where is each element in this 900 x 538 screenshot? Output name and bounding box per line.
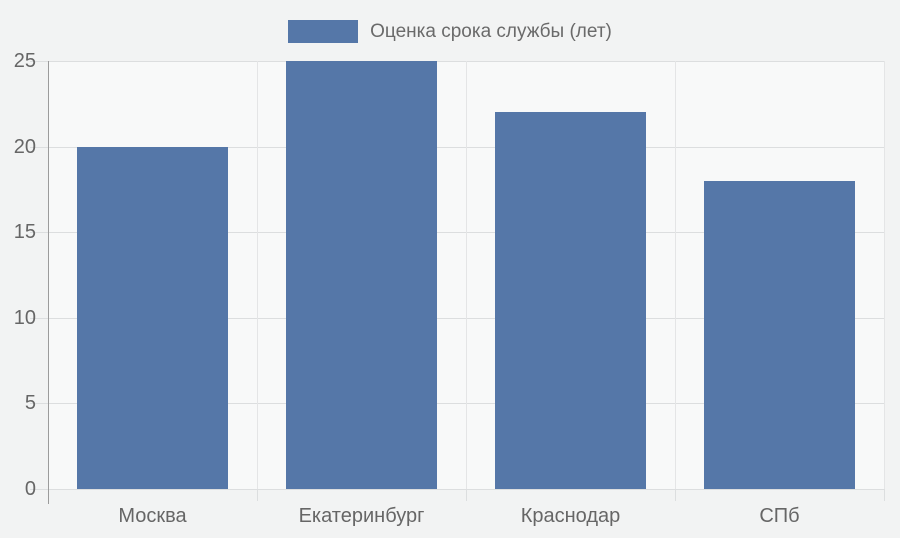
x-tick-label-2: Краснодар [520, 505, 621, 527]
bar-3 [704, 180, 855, 489]
gridline-x-3 [675, 61, 676, 489]
x-tick-4 [884, 489, 885, 501]
y-tick-label-15: 15 [13, 221, 36, 244]
y-tick-label-25: 25 [13, 50, 36, 72]
x-tick-label-3: СПб [759, 505, 800, 527]
gridline-x-1 [257, 61, 258, 489]
gridline-y-10 [30, 317, 884, 319]
y-axis-line [48, 61, 49, 504]
plot-area [30, 61, 885, 504]
bar-0 [77, 146, 228, 489]
bar-2 [495, 112, 646, 489]
gridline-y-20 [30, 146, 884, 148]
chart-legend[interactable]: Оценка срока службы (лет) [0, 20, 900, 43]
gridline-y-0 [30, 489, 884, 490]
x-tick-label-0: Москва [118, 505, 187, 527]
gridline-x-4 [884, 61, 885, 489]
y-tick-label-5: 5 [24, 392, 36, 415]
y-tick-label-0: 0 [24, 478, 36, 500]
gridline-y-25 [30, 61, 884, 62]
bar-1 [286, 61, 437, 489]
legend-swatch [288, 20, 359, 43]
x-tick-3 [675, 489, 676, 501]
gridline-y-15 [30, 232, 884, 234]
x-tick-1 [257, 489, 258, 501]
y-tick-label-20: 20 [13, 135, 36, 158]
y-tick-label-10: 10 [13, 306, 36, 329]
legend-label: Оценка срока службы (лет) [370, 20, 612, 42]
gridline-y-5 [30, 403, 884, 405]
x-tick-2 [466, 489, 467, 501]
x-tick-label-1: Екатеринбург [298, 505, 425, 527]
gridline-x-2 [466, 61, 467, 489]
